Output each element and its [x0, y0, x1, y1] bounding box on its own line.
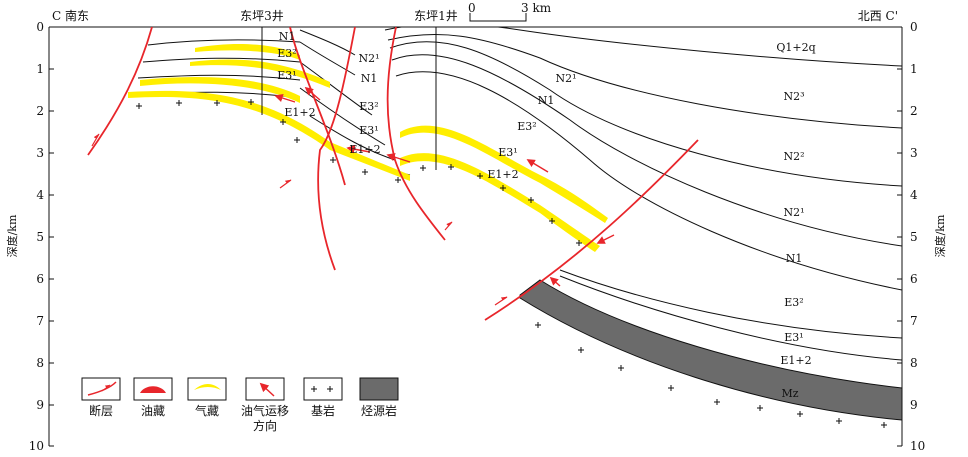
scale-bar-zero: 0 [468, 1, 476, 15]
tick-label: 7 [910, 314, 918, 328]
tick-label: 0 [36, 20, 44, 34]
gas-reservoirs [128, 44, 608, 252]
legend-fault-icon [87, 381, 117, 396]
tick-label: 3 [36, 146, 44, 160]
tick-label: 8 [910, 356, 918, 370]
stratum-label: E3² [277, 47, 296, 60]
basement-crosses [136, 99, 887, 428]
legend-oil-icon [140, 386, 166, 393]
section-start-label: C 南东 [52, 8, 89, 23]
legend-oil-label: 油藏 [141, 404, 165, 418]
stratum-label: N1 [279, 30, 296, 43]
legend-source-label: 烃源岩 [361, 403, 397, 418]
right-axis-ticks [897, 26, 902, 447]
stratum-label: N2² [783, 150, 804, 163]
stratum-label: N1 [538, 94, 555, 107]
fault-line [289, 27, 346, 186]
legend-migration-label-2: 方向 [253, 418, 277, 433]
stratum-label: E3¹ [498, 146, 517, 159]
well-label-dongping1: 东坪1井 [414, 9, 458, 23]
tick-label: 6 [910, 272, 918, 286]
tick-label: 2 [910, 104, 918, 118]
right-tick-labels: 0 1 2 3 4 5 6 7 8 9 10 [910, 20, 925, 453]
stratum-label: E1+2 [487, 168, 518, 181]
tick-label: 0 [910, 20, 918, 34]
fault-line [484, 139, 699, 321]
tick-label: 4 [36, 188, 44, 202]
tick-label: 1 [36, 62, 44, 76]
left-axis-ticks [49, 26, 54, 447]
stratum-label: E3² [784, 296, 803, 309]
stratum-label: E3² [517, 120, 536, 133]
stratum-label: N1 [786, 252, 803, 265]
tick-label: 3 [910, 146, 918, 160]
tick-label: 5 [36, 230, 44, 244]
legend-basement-label: 基岩 [311, 403, 335, 418]
tick-label: 9 [910, 398, 918, 412]
well-label-dongping3: 东坪3井 [240, 9, 284, 23]
legend-basement-icon [311, 386, 333, 392]
stratum-label: E3² [359, 100, 378, 113]
stratum-label: Mz [781, 387, 798, 400]
tick-label: 8 [36, 356, 44, 370]
stratum-label: E1+2 [349, 143, 380, 156]
stratum-label: N2¹ [358, 52, 379, 65]
legend-migration-icon [259, 382, 275, 397]
scale-bar: 0 3 km [468, 1, 552, 22]
migration-arrows [274, 86, 615, 287]
stratum-label: E1+2 [780, 354, 811, 367]
stratum-label: N2¹ [783, 206, 804, 219]
tick-label: 4 [910, 188, 918, 202]
tick-label: 6 [36, 272, 44, 286]
tick-label: 7 [36, 314, 44, 328]
wells [261, 27, 437, 170]
legend-source-icon [359, 377, 399, 401]
source-rock-mz [519, 279, 902, 421]
fault-slip-arrows [91, 133, 508, 306]
stratum-label: E3¹ [277, 69, 296, 82]
scale-bar-three: 3 km [521, 1, 552, 15]
left-tick-labels: 0 1 2 3 4 5 6 7 8 9 10 [29, 20, 45, 453]
tick-label: 5 [910, 230, 918, 244]
tick-label: 2 [36, 104, 44, 118]
tick-label: 10 [29, 439, 44, 453]
tick-label: 9 [36, 398, 44, 412]
legend-gas-label: 气藏 [195, 403, 219, 418]
strata-labels: Q1+2q N2³ N2² N2¹ N1 E3² E3¹ E1+2 Mz N1 … [277, 30, 815, 400]
stratum-label: E3¹ [359, 124, 378, 137]
legend-fault-label: 断层 [89, 403, 113, 418]
legend: 断层 油藏 气藏 油气运移 方向 基岩 烃源岩 [81, 377, 399, 433]
legend-migration-label-1: 油气运移 [241, 403, 289, 418]
stratum-label: N2¹ [555, 72, 576, 85]
right-axis-title: 深度/km [933, 214, 947, 257]
stratum-label: E3¹ [784, 331, 803, 344]
fault-line [317, 27, 356, 271]
stratum-label: N2³ [783, 90, 804, 103]
tick-label: 1 [910, 62, 918, 76]
stratum-label: E1+2 [284, 106, 315, 119]
tick-label: 10 [910, 439, 925, 453]
section-end-label: 北西 C' [858, 9, 898, 23]
stratum-label: N1 [361, 72, 378, 85]
left-axis-title: 深度/km [5, 214, 19, 257]
stratum-label: Q1+2q [776, 41, 815, 54]
nw-block-strata [384, 27, 902, 361]
legend-gas-icon [194, 384, 221, 390]
fault-line [87, 27, 153, 156]
